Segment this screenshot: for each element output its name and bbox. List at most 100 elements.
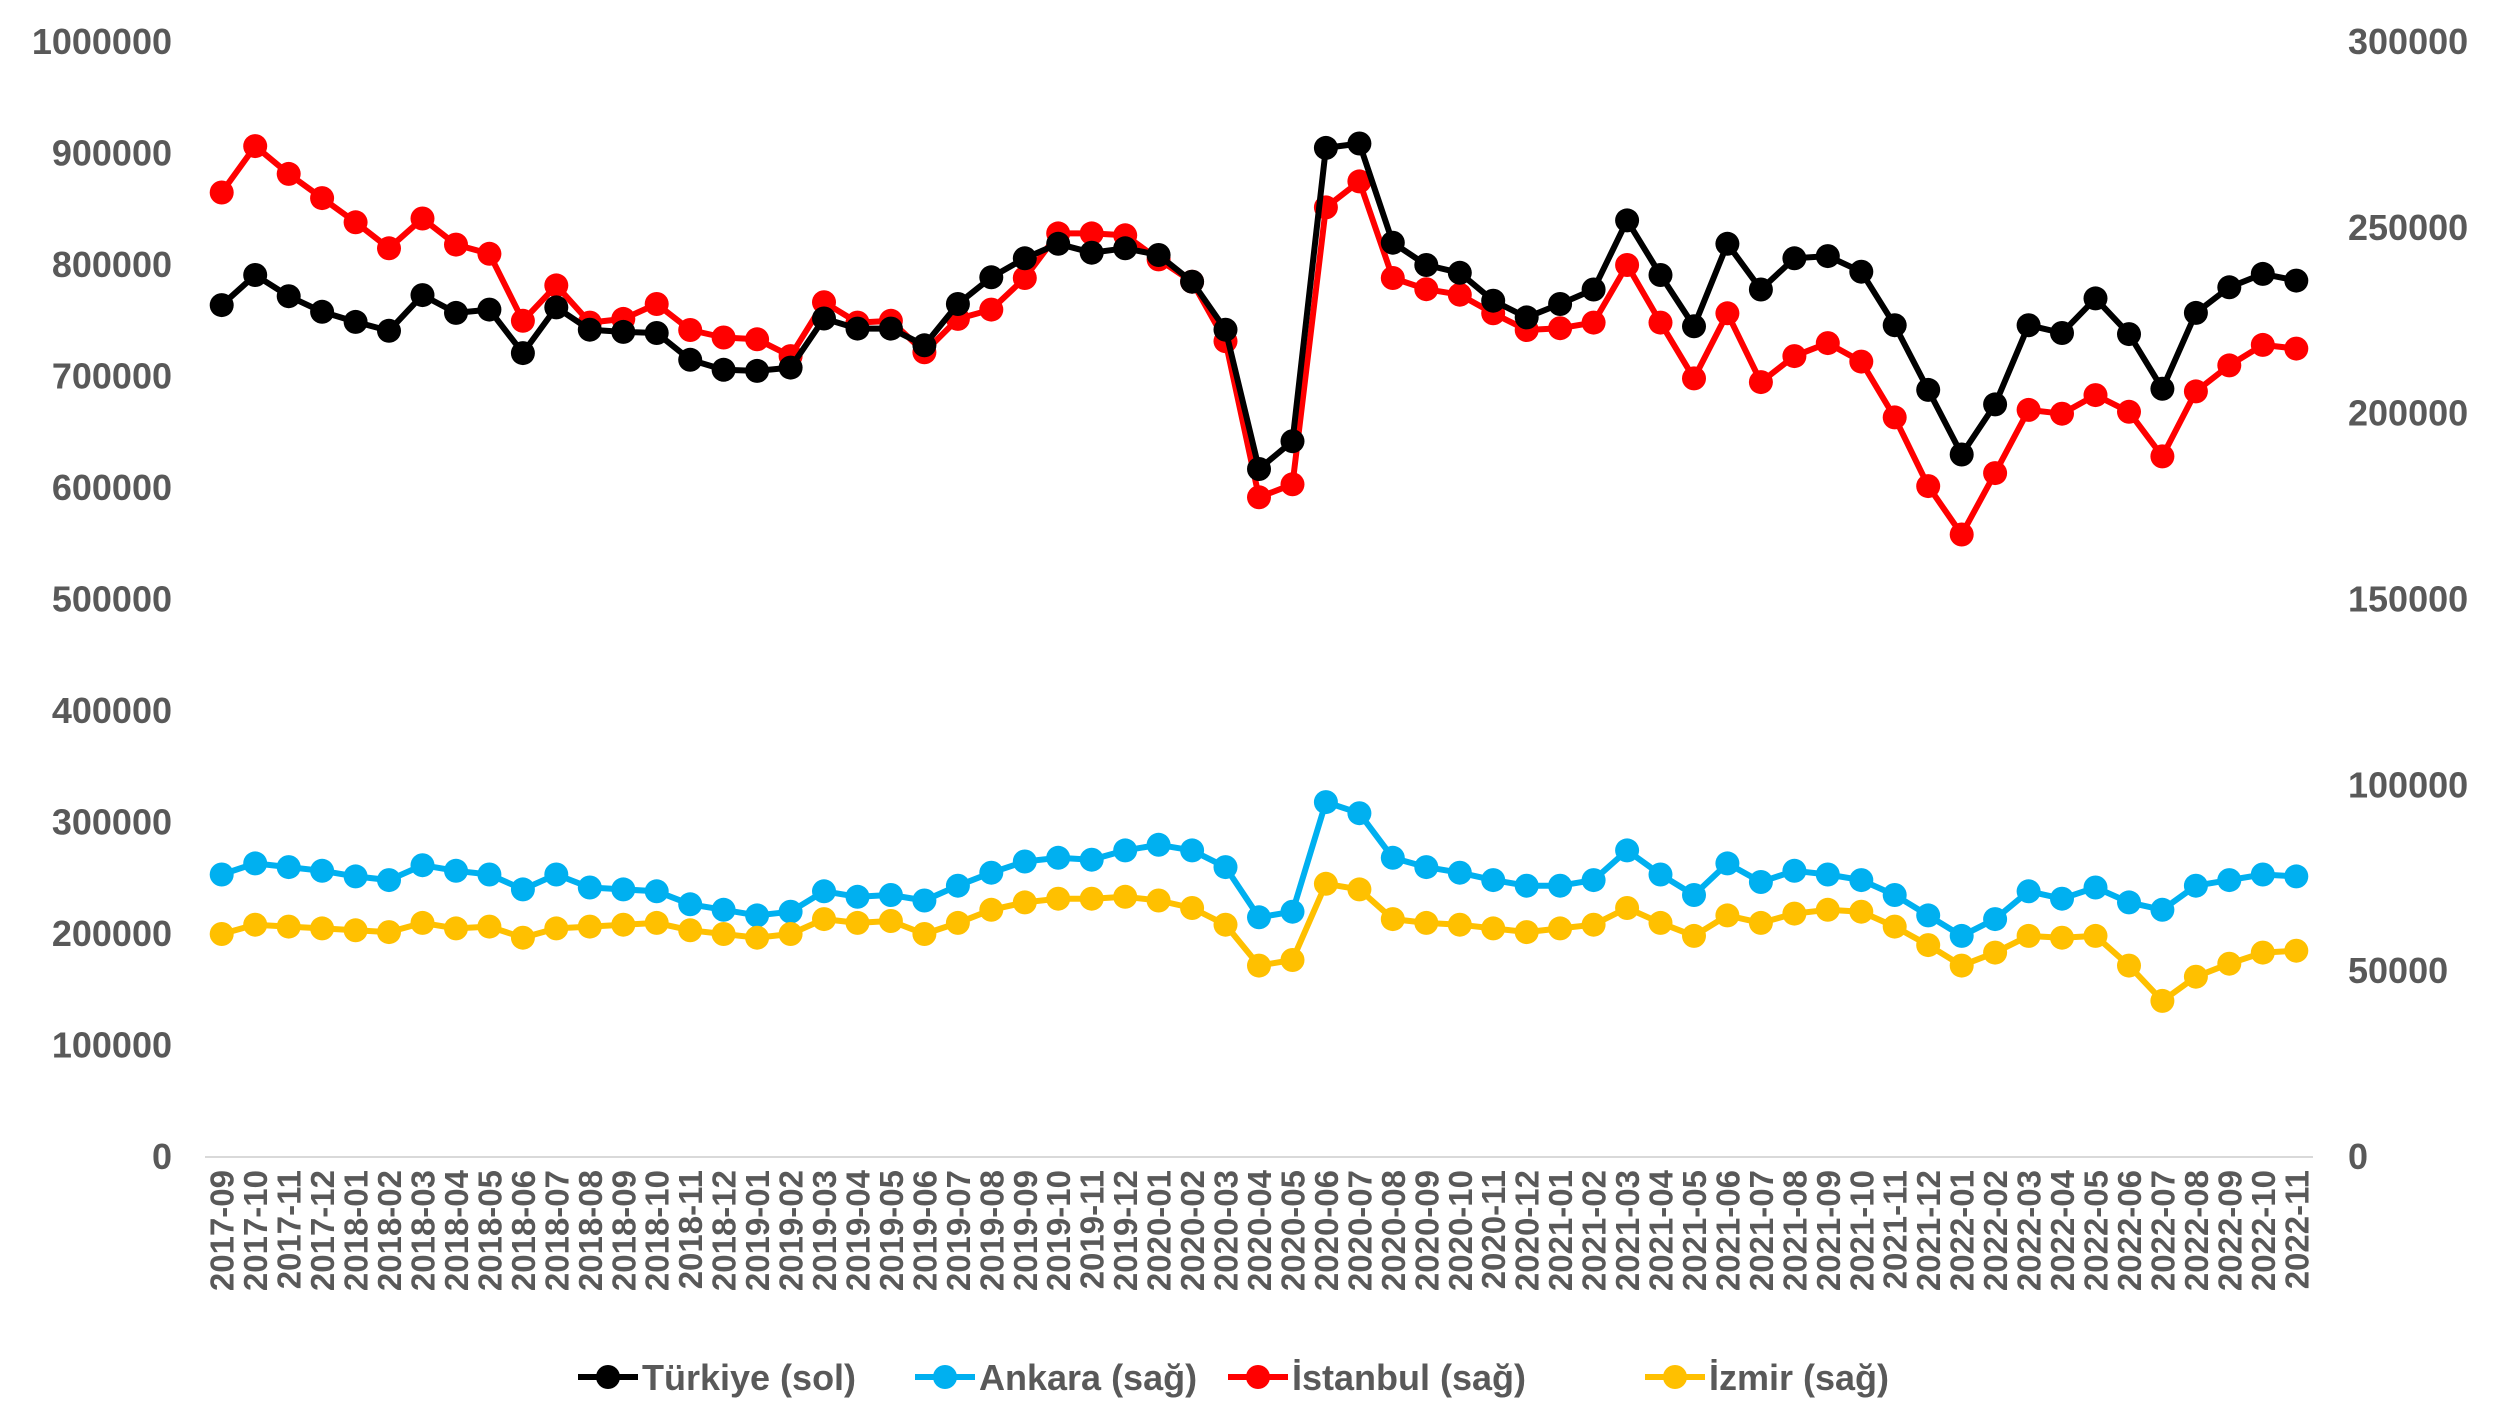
x-tick-label: 2020-09	[1408, 1170, 1445, 1291]
data-point	[1414, 277, 1439, 302]
data-point	[1648, 862, 1673, 887]
data-point	[1213, 912, 1238, 937]
data-point	[912, 922, 937, 946]
series-ankara-sa	[209, 790, 2309, 948]
x-tick-label: 2019-12	[1107, 1170, 1144, 1291]
x-tick-label: 2020-07	[1341, 1170, 1378, 1291]
data-point	[2284, 268, 2309, 293]
data-point	[1313, 790, 1338, 815]
data-point	[243, 263, 268, 287]
data-point	[2217, 353, 2242, 378]
data-point	[1380, 230, 1405, 255]
data-point	[1447, 912, 1472, 937]
data-point	[745, 327, 770, 352]
data-point	[1280, 429, 1305, 454]
data-point	[377, 318, 401, 343]
x-tick-label: 2018-04	[438, 1169, 475, 1291]
data-point	[276, 914, 301, 939]
data-point	[1447, 260, 1472, 285]
data-point	[1983, 392, 2008, 417]
data-point	[1247, 905, 1271, 930]
series-i-stanbul-sa	[209, 134, 2309, 547]
x-tick-label: 2021-12	[1910, 1170, 1947, 1291]
data-point	[343, 864, 368, 889]
data-point	[410, 206, 435, 231]
data-point	[2117, 890, 2141, 915]
data-point	[1983, 461, 2008, 486]
data-point	[1782, 246, 1807, 271]
x-tick-label: 2017-10	[237, 1170, 274, 1291]
x-axis: 2017-092017-102017-112017-122018-012018-…	[204, 1169, 2316, 1291]
data-point	[1180, 269, 1205, 294]
data-point	[2150, 376, 2175, 401]
x-tick-label: 2019-05	[873, 1170, 910, 1291]
data-point	[444, 232, 468, 257]
legend: Türkiye (sol) Ankara (sağ) İstanbul (sağ) İ…	[578, 1357, 1889, 1398]
data-point	[276, 161, 301, 186]
data-point	[444, 858, 468, 883]
x-tick-label: 2018-08	[572, 1170, 609, 1291]
data-point	[1648, 263, 1673, 287]
x-tick-label: 2020-01	[1141, 1170, 1178, 1291]
data-point	[310, 186, 335, 211]
data-point	[1514, 305, 1539, 330]
x-tick-label: 2019-07	[940, 1170, 977, 1291]
data-point	[878, 883, 903, 907]
x-tick-label: 2022-02	[1977, 1170, 2014, 1291]
data-point	[912, 333, 937, 358]
x-tick-label: 2020-03	[1208, 1170, 1245, 1291]
data-point	[1414, 253, 1439, 277]
data-point	[544, 295, 569, 320]
data-point	[1481, 288, 1506, 313]
data-point	[444, 300, 468, 325]
data-point	[510, 341, 535, 366]
y-right-tick-label: 100000	[2348, 764, 2468, 805]
data-point	[711, 357, 736, 382]
data-point	[1983, 907, 2008, 932]
data-point	[1113, 884, 1138, 909]
data-point	[1615, 253, 1640, 277]
data-point	[544, 862, 569, 887]
data-point	[2016, 923, 2041, 948]
y-left-tick-label: 300000	[52, 802, 172, 843]
data-point	[2083, 923, 2108, 948]
legend-label: İstanbul (sağ)	[1292, 1357, 1526, 1398]
legend-marker	[933, 1365, 957, 1389]
legend-label: Türkiye (sol)	[642, 1357, 856, 1398]
x-tick-label: 2022-01	[1944, 1170, 1981, 1291]
data-point	[1012, 890, 1037, 915]
x-tick-label: 2018-03	[404, 1170, 441, 1291]
x-tick-label: 2020-05	[1274, 1170, 1311, 1291]
data-point	[477, 862, 502, 887]
x-tick-label: 2021-03	[1609, 1170, 1646, 1291]
data-point	[1615, 208, 1640, 233]
data-point	[1280, 472, 1305, 497]
series-t-rkiye-sol	[209, 131, 2309, 481]
data-point	[1347, 877, 1372, 902]
data-point	[678, 318, 703, 342]
x-tick-label: 2021-08	[1776, 1170, 1813, 1291]
data-point	[945, 910, 970, 935]
data-point	[611, 877, 636, 902]
data-point	[1380, 907, 1405, 932]
x-tick-label: 2020-12	[1509, 1170, 1546, 1291]
data-point	[544, 273, 569, 298]
data-point	[812, 879, 836, 904]
data-point	[1916, 903, 1941, 928]
data-point	[878, 909, 903, 933]
data-point	[711, 897, 736, 922]
data-point	[1882, 405, 1907, 430]
x-tick-label: 2022-03	[2011, 1170, 2048, 1291]
data-point	[812, 306, 836, 331]
data-point	[2250, 332, 2275, 357]
data-point	[2284, 336, 2309, 361]
x-tick-label: 2021-06	[1709, 1170, 1746, 1291]
data-point	[544, 916, 569, 941]
data-point	[2217, 275, 2242, 300]
legend-label: İzmir (sağ)	[1709, 1357, 1889, 1398]
data-point	[410, 283, 435, 308]
data-point	[1682, 883, 1706, 907]
x-tick-label: 2018-07	[538, 1170, 575, 1291]
y-left-tick-label: 800000	[52, 244, 172, 285]
